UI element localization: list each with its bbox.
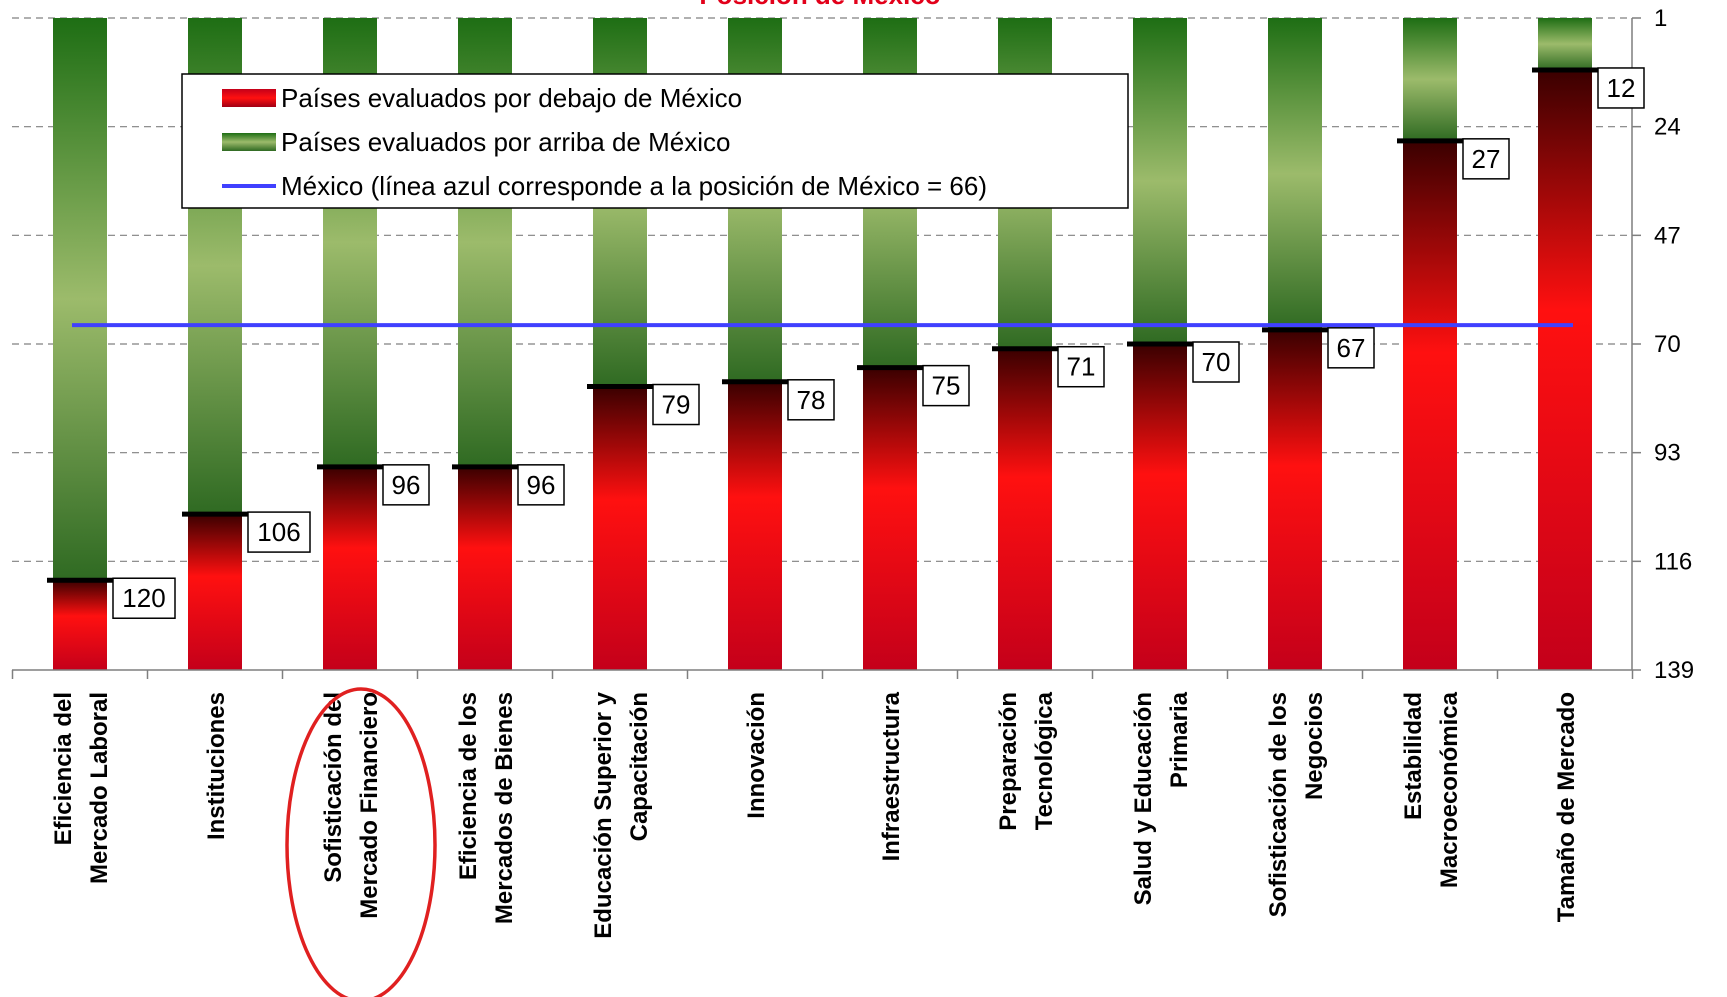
bar-below — [1403, 140, 1457, 670]
category-label: Innovación — [743, 692, 770, 819]
legend: Países evaluados por debajo de México Pa… — [181, 73, 1129, 209]
chart-title: Posición de México — [699, 0, 940, 10]
bars — [53, 18, 1592, 671]
value-label-box — [922, 364, 970, 407]
bar-below — [863, 367, 917, 670]
value-label: 75 — [932, 371, 961, 401]
value-label: 79 — [662, 390, 691, 420]
value-label: 12 — [1607, 73, 1636, 103]
legend-label-below: Países evaluados por debajo de México — [281, 83, 742, 113]
bar-above — [1268, 18, 1322, 330]
value-label: 67 — [1337, 333, 1366, 363]
bar-below — [998, 348, 1052, 670]
value-label-box — [517, 464, 565, 506]
bar-below — [323, 466, 377, 670]
category-label: Preparación — [995, 692, 1022, 831]
category-label: Eficiencia de los — [455, 692, 482, 880]
y-tick-label: 24 — [1654, 114, 1681, 141]
category-label: Tecnológica — [1031, 691, 1058, 830]
bar-below — [53, 580, 107, 670]
value-label-box — [112, 577, 176, 619]
category-labels: Eficiencia del Mercado Laboral Institucion… — [50, 691, 1580, 938]
highlight-ellipse — [285, 687, 437, 997]
category-label: Mercado Financiero — [356, 692, 383, 919]
value-label-box — [787, 379, 835, 421]
value-labels: 120 106 96 96 79 78 75 71 70 67 27 12 — [112, 67, 1645, 619]
legend-swatch-below — [222, 89, 276, 107]
category-label: Primaria — [1166, 691, 1193, 788]
bar-above — [53, 18, 107, 581]
value-label-box — [652, 383, 700, 426]
y-tick-label: 116 — [1654, 548, 1692, 575]
value-label-box — [382, 464, 430, 506]
bar-below — [458, 466, 512, 670]
category-label: Salud y Educación — [1130, 692, 1157, 905]
value-label-box — [1057, 345, 1105, 388]
category-label: Mercados de Bienes — [491, 692, 518, 924]
y-tick-label: 70 — [1654, 331, 1681, 358]
value-label: 106 — [257, 517, 300, 547]
legend-box — [181, 73, 1129, 209]
y-tick-label: 1 — [1654, 5, 1667, 32]
value-label-box — [1327, 327, 1375, 369]
bar-below — [728, 381, 782, 670]
value-label: 96 — [527, 470, 556, 500]
category-label: Macroeconómica — [1436, 691, 1463, 888]
bar-above — [1133, 18, 1187, 344]
legend-swatch-above — [222, 133, 276, 151]
bar-below — [1268, 329, 1322, 670]
value-label: 96 — [392, 470, 421, 500]
category-label: Estabilidad — [1400, 692, 1427, 820]
bar-below — [1133, 344, 1187, 670]
category-label: Instituciones — [203, 692, 230, 840]
category-label: Capacitación — [626, 692, 653, 841]
x-axis-ticks — [11, 670, 1634, 679]
value-label: 120 — [122, 583, 165, 613]
category-label: Tamaño de Mercado — [1553, 692, 1580, 922]
value-label: 27 — [1472, 144, 1501, 174]
legend-label-above: Países evaluados por arriba de México — [281, 127, 730, 157]
value-label: 70 — [1202, 347, 1231, 377]
category-label: Infraestructura — [878, 691, 905, 861]
bar-above — [1538, 18, 1592, 70]
category-label: Negocios — [1301, 692, 1328, 800]
bar-above — [1403, 18, 1457, 141]
value-label-box — [1597, 67, 1645, 109]
category-label: Eficiencia del — [50, 692, 77, 845]
legend-label-line: México (línea azul corresponde a la posi… — [281, 171, 987, 201]
y-axis: 1 24 47 70 93 116 139 — [1632, 5, 1694, 684]
category-label: Sofisticación del — [320, 692, 347, 883]
y-tick-label: 93 — [1654, 440, 1681, 467]
rank-markers — [47, 67, 1598, 583]
category-label: Sofisticación de los — [1265, 692, 1292, 917]
category-label: Educación Superior y — [590, 691, 617, 938]
value-label: 78 — [797, 385, 826, 415]
value-label-box — [1192, 341, 1240, 383]
value-label-box — [247, 511, 311, 553]
y-tick-label: 139 — [1654, 657, 1694, 684]
bar-below — [593, 386, 647, 670]
y-tick-label: 47 — [1654, 222, 1681, 249]
bar-below — [188, 514, 242, 670]
value-label: 71 — [1067, 352, 1096, 382]
bar-below — [1538, 69, 1592, 671]
category-label: Mercado Laboral — [86, 692, 113, 884]
value-label-box — [1462, 138, 1510, 180]
